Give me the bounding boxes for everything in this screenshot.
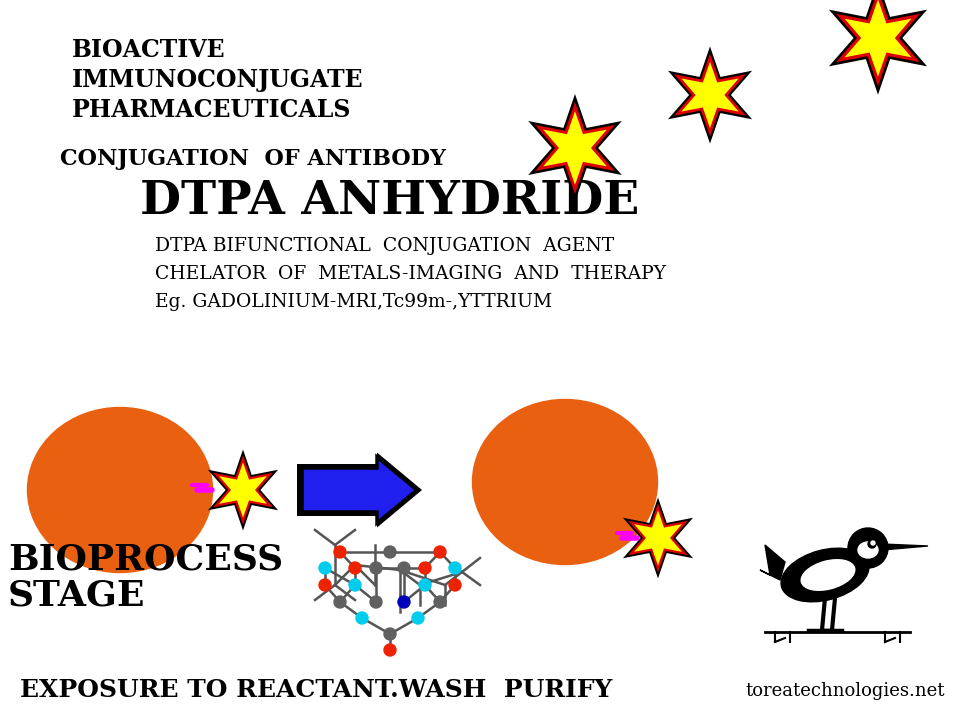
Polygon shape — [623, 498, 693, 578]
Circle shape — [384, 546, 396, 558]
Polygon shape — [882, 544, 928, 550]
Circle shape — [334, 546, 346, 558]
Ellipse shape — [781, 548, 869, 602]
Circle shape — [384, 628, 396, 640]
Text: CONJUGATION  OF ANTIBODY: CONJUGATION OF ANTIBODY — [60, 148, 445, 170]
Polygon shape — [674, 53, 746, 136]
Circle shape — [449, 579, 461, 591]
Circle shape — [334, 596, 346, 608]
Polygon shape — [528, 94, 622, 202]
Text: BIOPROCESS: BIOPROCESS — [8, 542, 283, 576]
Polygon shape — [213, 456, 273, 524]
Polygon shape — [836, 0, 920, 86]
Circle shape — [412, 612, 424, 624]
FancyArrow shape — [302, 457, 417, 523]
Circle shape — [370, 562, 382, 574]
Text: DTPA BIFUNCTIONAL  CONJUGATION  AGENT: DTPA BIFUNCTIONAL CONJUGATION AGENT — [155, 237, 614, 255]
Polygon shape — [208, 449, 278, 531]
Ellipse shape — [858, 542, 878, 558]
Circle shape — [434, 546, 446, 558]
Circle shape — [370, 596, 382, 608]
Polygon shape — [543, 111, 607, 185]
Polygon shape — [682, 62, 738, 128]
Text: STAGE: STAGE — [8, 578, 146, 612]
Polygon shape — [668, 46, 752, 143]
Circle shape — [419, 562, 431, 574]
Polygon shape — [635, 510, 682, 566]
Ellipse shape — [802, 559, 854, 590]
Circle shape — [434, 596, 446, 608]
Circle shape — [868, 540, 876, 548]
Polygon shape — [535, 102, 614, 194]
Circle shape — [319, 579, 331, 591]
Polygon shape — [828, 0, 927, 95]
Text: IMMUNOCONJUGATE: IMMUNOCONJUGATE — [72, 68, 364, 92]
Circle shape — [449, 562, 461, 574]
Text: Eg. GADOLINIUM-MRI,Tc99m-,YTTRIUM: Eg. GADOLINIUM-MRI,Tc99m-,YTTRIUM — [155, 293, 552, 311]
Text: PHARMACEUTICALS: PHARMACEUTICALS — [72, 98, 351, 122]
Circle shape — [349, 562, 361, 574]
Circle shape — [871, 541, 875, 545]
Polygon shape — [845, 0, 911, 76]
Circle shape — [848, 528, 888, 568]
Circle shape — [398, 596, 410, 608]
Circle shape — [356, 612, 368, 624]
Circle shape — [349, 579, 361, 591]
Circle shape — [398, 562, 410, 574]
Text: toreatechnologies.net: toreatechnologies.net — [746, 682, 945, 700]
Ellipse shape — [472, 400, 658, 564]
Circle shape — [319, 562, 331, 574]
Text: EXPOSURE TO REACTANT.WASH  PURIFY: EXPOSURE TO REACTANT.WASH PURIFY — [20, 678, 612, 702]
Text: DTPA ANHYDRIDE: DTPA ANHYDRIDE — [140, 178, 639, 224]
Ellipse shape — [28, 408, 212, 572]
Text: BIOACTIVE: BIOACTIVE — [72, 38, 226, 62]
Polygon shape — [760, 545, 785, 580]
Circle shape — [419, 579, 431, 591]
Circle shape — [384, 644, 396, 656]
Text: CHELATOR  OF  METALS-IMAGING  AND  THERAPY: CHELATOR OF METALS-IMAGING AND THERAPY — [155, 265, 666, 283]
FancyArrow shape — [297, 452, 422, 528]
Polygon shape — [628, 503, 688, 572]
Polygon shape — [219, 462, 267, 518]
